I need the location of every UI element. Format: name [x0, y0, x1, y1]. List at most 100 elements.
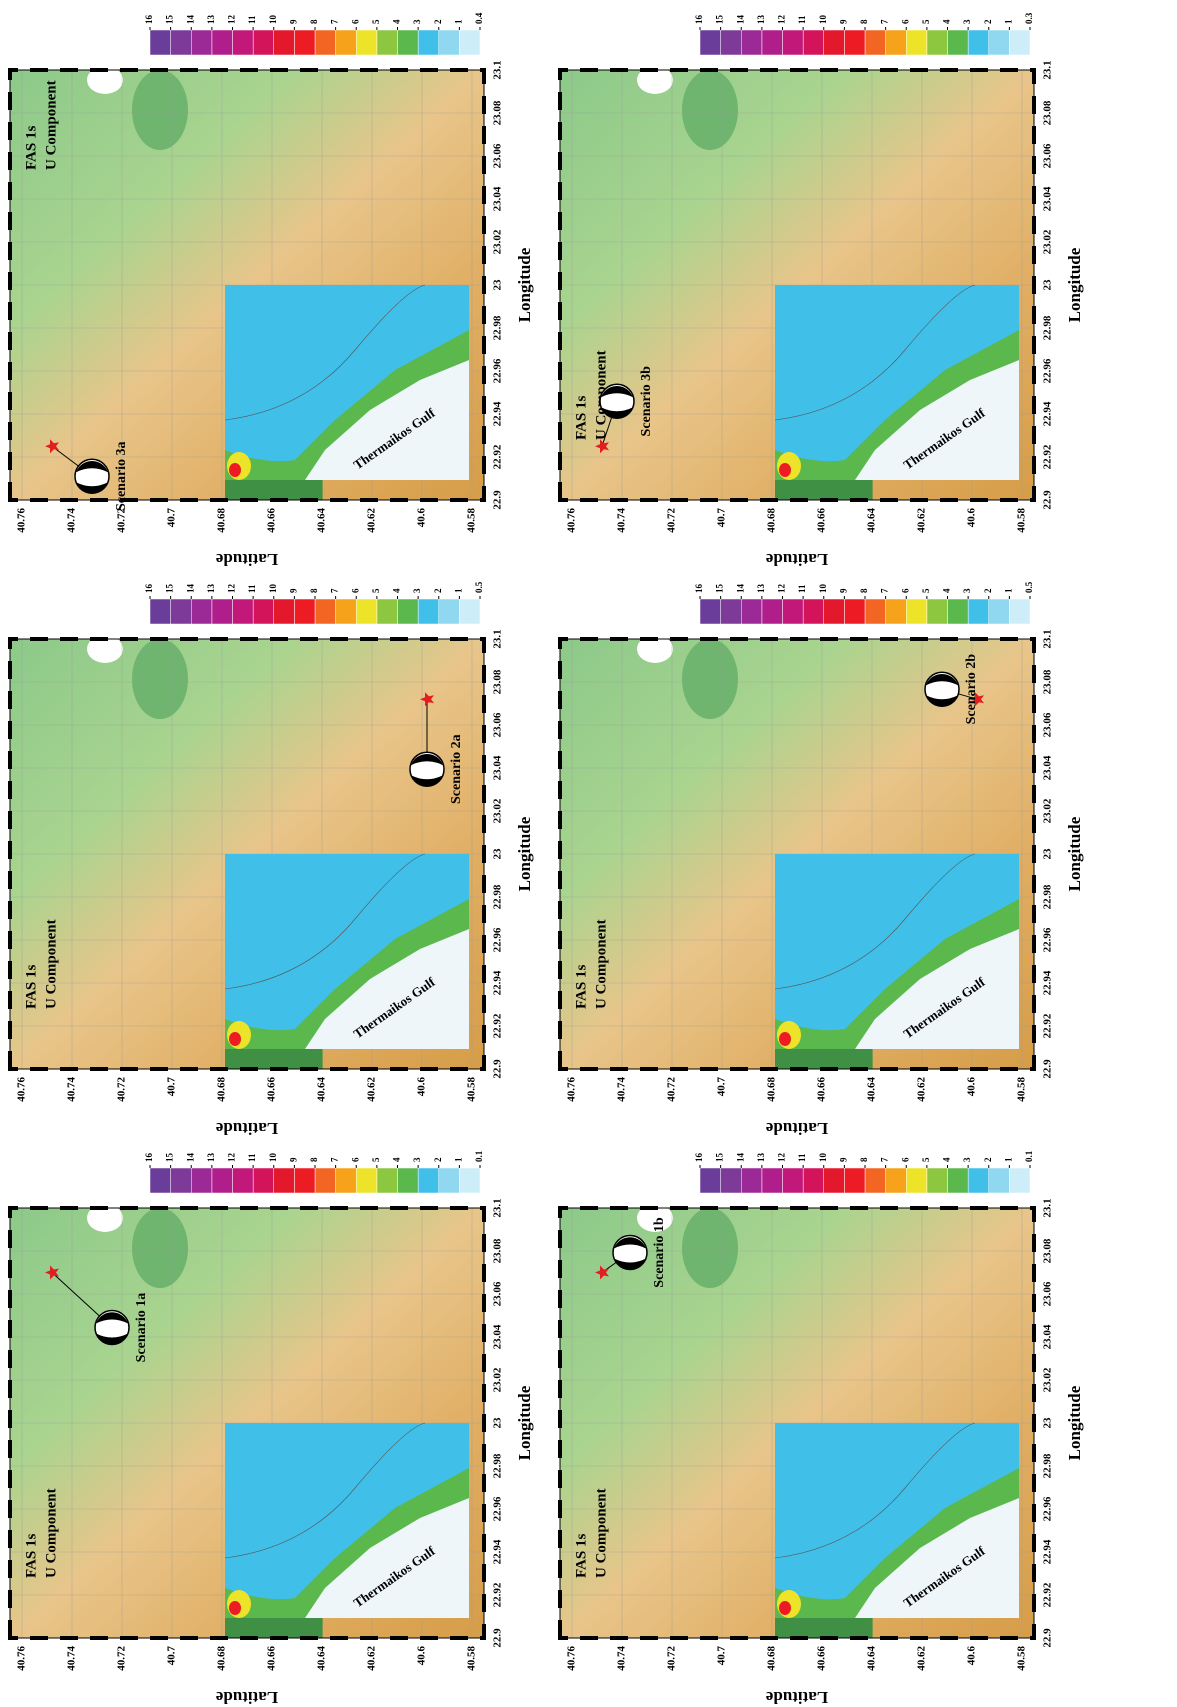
lat-tick-label: 40.76 [566, 1077, 578, 1102]
colorbar-segment [844, 1167, 866, 1194]
colorbar-tick-label: 16 [144, 584, 154, 594]
colorbar-segment [294, 598, 316, 625]
lat-tick-label: 40.64 [316, 508, 328, 533]
colorbar-tick-label: 0.3 [1024, 12, 1034, 24]
lon-tick-label: 22.9 [492, 490, 504, 510]
colorbar-tick-label: 12 [227, 584, 237, 594]
colorbar-tick-label: 4 [942, 19, 952, 24]
lon-tick-label: 23.1 [1042, 1198, 1054, 1217]
lon-tick-label: 23.04 [492, 186, 504, 211]
lon-tick-label: 22.94 [1042, 401, 1054, 426]
lon-tick-label: 22.92 [492, 444, 504, 469]
colorbar-segment [397, 1167, 419, 1194]
colorbar-segment [885, 1167, 907, 1194]
colorbar-tick-label: 5 [371, 588, 381, 593]
colorbar-tick-label: 13 [756, 584, 766, 594]
sea [855, 360, 1019, 480]
lon-tick-label: 22.98 [1042, 315, 1054, 340]
coast-strip [775, 1049, 873, 1069]
coast-strip [775, 1618, 873, 1638]
map-frame [559, 1207, 1035, 1639]
colorbar-segment [459, 29, 481, 56]
lon-tick-label: 23.1 [1042, 60, 1054, 79]
colorbar-segment [947, 1167, 969, 1194]
lon-tick-label: 22.96 [492, 1496, 504, 1521]
colorbar-tick-label: 9 [288, 1157, 298, 1162]
colorbar-segment [906, 29, 928, 56]
x-axis-label: Longitude [515, 247, 534, 322]
colorbar-tick-label: 14 [735, 15, 745, 25]
colorbar-segment [864, 1167, 886, 1194]
beachball-quadrant [411, 754, 443, 787]
colorbar-tick-label: 2 [433, 1157, 443, 1162]
lat-tick-label: 40.62 [916, 1646, 928, 1671]
lat-tick-label: 40.58 [466, 1646, 478, 1671]
lon-tick-label: 23.1 [492, 629, 504, 648]
lon-tick-label: 23.08 [1042, 100, 1054, 125]
colorbar-segment [376, 1167, 398, 1194]
lat-tick-label: 40.7 [716, 1646, 728, 1666]
contour-line [774, 284, 976, 421]
colorbar-segment [761, 1167, 783, 1194]
lat-tick-label: 40.6 [966, 508, 978, 528]
colorbar-tick-label: 4 [392, 1157, 402, 1162]
colorbar-segment [967, 598, 989, 625]
y-axis-label: Latitude [215, 1688, 278, 1707]
colorbar-segment [967, 1167, 989, 1194]
colorbar-segment [802, 598, 824, 625]
lon-tick-label: 22.9 [492, 1628, 504, 1648]
colorbar-tick-label: 15 [715, 584, 725, 594]
colorbar-tick-label: 5 [921, 1157, 931, 1162]
colorbar-segment [782, 1167, 804, 1194]
colorbar-segment [438, 1167, 460, 1194]
colorbar-segment [988, 29, 1010, 56]
terrain-patch [637, 66, 673, 94]
colorbar-tick-label: 15 [715, 1153, 725, 1163]
colorbar-tick-label: 1 [453, 1157, 463, 1162]
colorbar-tick-label: 15 [715, 15, 725, 25]
lon-tick-label: 23.06 [1042, 1281, 1054, 1306]
colorbar-segment [438, 598, 460, 625]
colorbar-tick-label: 7 [330, 588, 340, 593]
lon-tick-label: 23.08 [492, 100, 504, 125]
colorbar-tick-label: 9 [288, 19, 298, 24]
lon-tick-label: 22.96 [1042, 927, 1054, 952]
colorbar-segment [376, 29, 398, 56]
colorbar-segment [232, 1167, 254, 1194]
subtitle: U Component [593, 919, 609, 1009]
colorbar-tick-label: 8 [859, 19, 869, 24]
map-panel: 22.922.9222.9422.9622.982323.0223.0423.0… [8, 12, 534, 569]
lat-tick-label: 40.72 [116, 508, 128, 533]
colorbar-tick-label: 2 [983, 1157, 993, 1162]
lat-tick-label: 40.68 [216, 508, 228, 533]
colorbar-segment [273, 598, 295, 625]
scenario-label: Scenario 1a [134, 1293, 149, 1363]
colorbar-segment [926, 1167, 948, 1194]
colorbar-tick-label: 1 [453, 19, 463, 24]
colorbar-tick-label: 11 [247, 1153, 257, 1162]
colorbar-segment [314, 1167, 336, 1194]
colorbar-tick-label: 7 [880, 588, 890, 593]
colorbar-segment [314, 598, 336, 625]
colorbar-tick-label: 6 [350, 1157, 360, 1162]
colorbar-tick-label: 4 [392, 588, 402, 593]
colorbar-segment [864, 29, 886, 56]
subtitle: U Component [43, 80, 59, 170]
contour-line [224, 853, 426, 990]
lon-tick-label: 22.98 [492, 884, 504, 909]
sea [305, 360, 469, 480]
colorbar-segment [335, 598, 357, 625]
colorbar-segment [1009, 598, 1031, 625]
y-axis-label: Latitude [215, 1119, 278, 1138]
colorbar-segment [191, 1167, 213, 1194]
colorbar-tick-label: 9 [838, 588, 848, 593]
colorbar-segment [335, 1167, 357, 1194]
colorbar-tick-label: 0.1 [474, 1150, 484, 1162]
colorbar-tick-label: 2 [983, 588, 993, 593]
lat-tick-label: 40.6 [416, 1077, 428, 1097]
scenario-label: Scenario 2a [449, 734, 464, 804]
contour-line [224, 284, 426, 421]
colorbar-segment [356, 29, 378, 56]
hotspot [779, 463, 791, 477]
colorbar-segment [906, 1167, 928, 1194]
